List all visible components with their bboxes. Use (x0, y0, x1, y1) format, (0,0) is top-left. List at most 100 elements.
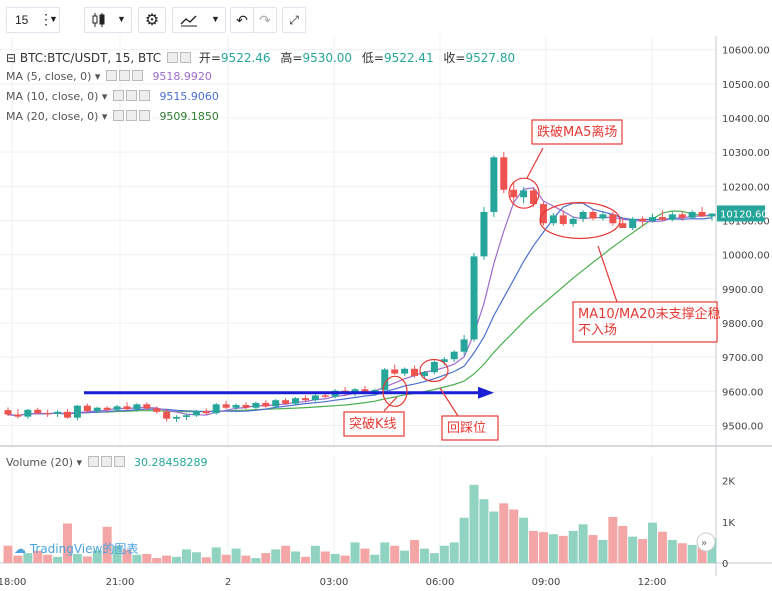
candlestick-icon (92, 13, 105, 27)
eye-icon[interactable] (87, 456, 99, 467)
volume-bar (281, 545, 291, 563)
breakout-arrow-head (478, 386, 494, 399)
undo-button[interactable]: ↶ (230, 7, 254, 33)
price-chart[interactable]: 10600.00 10500.00 10400.00 10300.00 10200.00… (0, 36, 772, 591)
annotation-leader (439, 387, 459, 417)
high-value: 9530.00 (302, 51, 353, 65)
settings-button[interactable]: ⚙ (138, 7, 166, 33)
candle-body (649, 217, 657, 222)
candle-body (510, 189, 518, 198)
eye-icon[interactable] (105, 70, 117, 81)
volume-bar (459, 517, 469, 563)
ma20-line (7, 210, 713, 417)
volume-bar (231, 548, 241, 563)
y-tick-label: 9500.00 (722, 422, 763, 433)
volume-bar (677, 543, 687, 563)
volume-bar (92, 550, 102, 563)
candle-body (668, 214, 676, 220)
volume-bar (479, 499, 489, 563)
candle-body (678, 214, 686, 218)
close-icon[interactable] (138, 110, 150, 121)
interval-selector[interactable]: 15 ⋮ ▼ (6, 7, 60, 33)
collapse-icon[interactable]: ⊟ (6, 51, 17, 65)
candle-body (520, 190, 528, 198)
volume-bar (152, 558, 162, 563)
annotation-leader (597, 245, 618, 303)
volume-bar (439, 545, 449, 563)
settings-icon[interactable] (118, 70, 130, 81)
last-price-tag (717, 205, 765, 222)
ma5-value: 9518.9920 (152, 70, 212, 83)
no-entry-annotation-text: MA10/MA20未支撑企稳 (578, 306, 721, 322)
close-icon[interactable] (138, 90, 150, 101)
x-tick-label: 12:00 (638, 577, 667, 588)
candle-body (688, 211, 696, 218)
ma20-value: 9509.1850 (159, 110, 219, 123)
settings-icon[interactable] (180, 52, 192, 63)
ma10-legend: MA (10, close, 0) ▾ 9515.9060 (6, 90, 219, 103)
candle-body (599, 214, 607, 219)
candle-body (292, 398, 300, 404)
close-icon[interactable] (113, 456, 125, 467)
candle-body (252, 402, 260, 408)
volume-bar (72, 553, 82, 563)
volume-bar (538, 532, 548, 563)
breakout-annotation-text: 突破K线 (349, 416, 397, 432)
candle-body (24, 409, 32, 417)
y-tick-label: 10100.00 (722, 217, 770, 228)
fullscreen-button[interactable]: ⤢ (282, 7, 306, 33)
volume-bar (3, 545, 13, 563)
volume-bar (191, 552, 201, 563)
settings-icon[interactable] (125, 110, 137, 121)
y-tick-label: 9700.00 (722, 353, 763, 364)
volume-bar (13, 555, 23, 563)
open-label: 开= (198, 51, 221, 65)
volume-bar (499, 503, 509, 563)
volume-bar (618, 525, 628, 563)
volume-bar (201, 557, 211, 563)
volume-bar (568, 530, 578, 563)
candle-body (272, 400, 280, 407)
candle-body (103, 407, 111, 410)
candle-body (262, 402, 270, 407)
last-price-label: 10120.60 (720, 209, 768, 220)
volume-bar (23, 553, 33, 563)
candle-body (242, 405, 250, 408)
volume-bar (558, 535, 568, 563)
volume-bar (578, 524, 588, 563)
candle-body (321, 395, 329, 397)
candle-body (163, 411, 171, 419)
close-icon[interactable] (131, 70, 143, 81)
volume-bar (33, 550, 43, 563)
indicators-icon (180, 15, 197, 27)
volume-bar (429, 553, 439, 563)
eye-icon[interactable] (112, 90, 124, 101)
candle-body (549, 215, 557, 224)
chart-style-button[interactable]: ▼ (84, 7, 132, 33)
volume-bar (340, 555, 350, 563)
ma10-line (7, 202, 713, 417)
candle-body (133, 404, 141, 410)
x-tick-label: 03:00 (320, 577, 349, 588)
volume-bar (162, 555, 172, 563)
main-legend: ⊟ BTC:BTC/USDT, 15, BTC 开=9522.46 高=9530… (6, 49, 515, 66)
settings-icon[interactable] (125, 90, 137, 101)
candle-body (143, 404, 151, 409)
symbol-label: BTC:BTC/USDT, 15, BTC (19, 51, 162, 65)
indicators-button[interactable]: ▼ (172, 7, 226, 33)
x-tick-label: 2 (225, 577, 231, 588)
eye-icon[interactable] (112, 110, 124, 121)
candle-body (73, 405, 81, 418)
eye-icon[interactable] (167, 52, 179, 63)
volume-bar (211, 547, 221, 563)
settings-icon[interactable] (100, 456, 112, 467)
candle-body (450, 351, 458, 360)
volume-bar (638, 539, 648, 563)
candle-body (609, 214, 617, 224)
redo-button[interactable]: ↷ (253, 7, 277, 33)
candle-body (530, 190, 538, 205)
candle-body (113, 406, 121, 410)
candle-body (192, 411, 200, 416)
candle-body (93, 407, 101, 412)
more-vertical-icon: ⋮ (39, 11, 53, 27)
